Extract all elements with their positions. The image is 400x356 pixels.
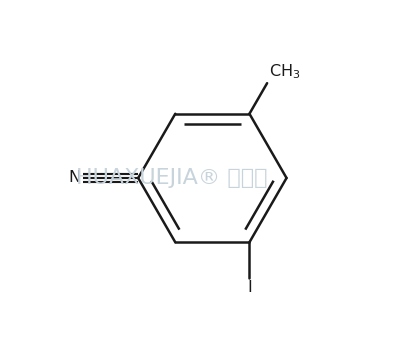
Text: I: I bbox=[247, 281, 252, 295]
Text: HUAXUEJIA® 化学加: HUAXUEJIA® 化学加 bbox=[76, 168, 268, 188]
Text: CH$_3$: CH$_3$ bbox=[269, 63, 300, 82]
Text: N: N bbox=[68, 171, 81, 185]
